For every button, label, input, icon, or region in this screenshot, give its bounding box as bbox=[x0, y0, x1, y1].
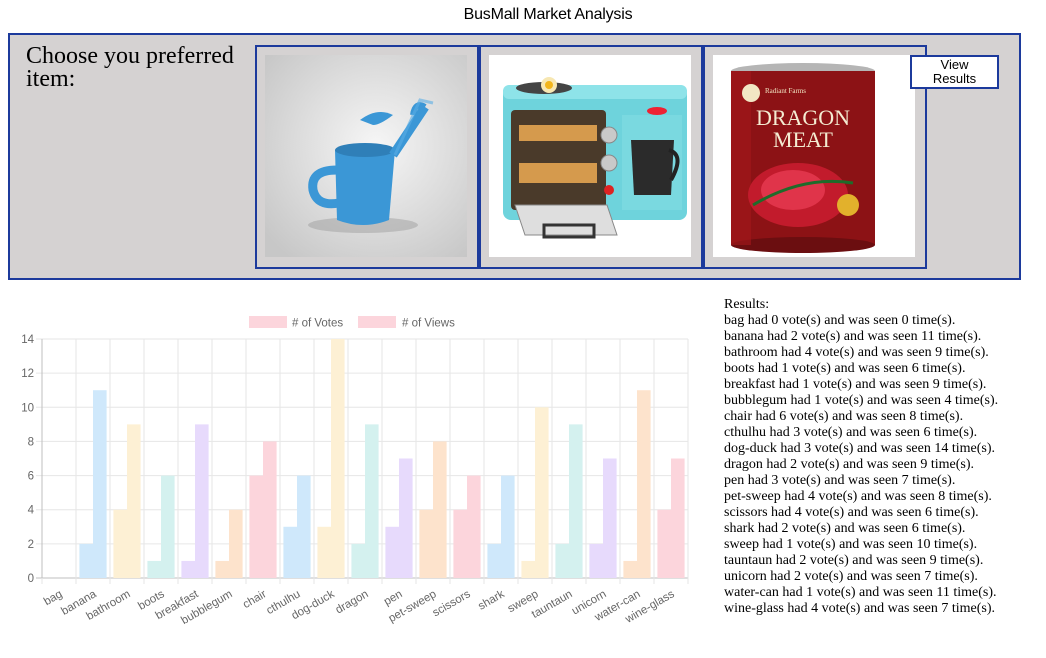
bar-views bbox=[671, 458, 685, 578]
choose-prompt: Choose you preferred item: bbox=[26, 43, 234, 92]
result-line: dragon had 2 vote(s) and was seen 9 time… bbox=[724, 457, 974, 472]
bar-views bbox=[365, 424, 379, 578]
can-title-line2: MEAT bbox=[773, 127, 833, 152]
bar-votes bbox=[555, 543, 569, 578]
result-line: scissors had 4 vote(s) and was seen 6 ti… bbox=[724, 505, 979, 520]
bar-views bbox=[93, 390, 107, 578]
watering-can-mug-image bbox=[265, 55, 467, 257]
y-tick-label: 4 bbox=[28, 505, 35, 517]
bar-views bbox=[603, 458, 617, 578]
result-line: unicorn had 2 vote(s) and was seen 7 tim… bbox=[724, 569, 978, 584]
bar-votes bbox=[487, 543, 501, 578]
x-tick-label: scissors bbox=[431, 588, 473, 619]
result-line: shark had 2 vote(s) and was seen 6 time(… bbox=[724, 521, 966, 536]
bar-views bbox=[263, 441, 277, 578]
results-panel: Results: bag had 0 vote(s) and was seen … bbox=[724, 297, 1044, 617]
bar-views bbox=[297, 475, 311, 578]
bar-votes bbox=[113, 509, 127, 578]
bar-views bbox=[195, 424, 209, 578]
result-line: sweep had 1 vote(s) and was seen 10 time… bbox=[724, 537, 978, 552]
results-list: bag had 0 vote(s) and was seen 0 time(s)… bbox=[724, 313, 1044, 617]
x-tick-label: dragon bbox=[334, 588, 371, 616]
bar-views bbox=[637, 390, 651, 578]
x-tick-label: shark bbox=[476, 588, 507, 613]
result-line: tauntaun had 2 vote(s) and was seen 9 ti… bbox=[724, 553, 984, 568]
bar-views bbox=[501, 475, 515, 578]
bar-votes bbox=[317, 526, 331, 578]
y-tick-label: 0 bbox=[28, 573, 34, 585]
bar-votes bbox=[521, 560, 535, 578]
legend-swatch bbox=[249, 316, 287, 328]
bar-votes bbox=[589, 543, 603, 578]
legend-swatch bbox=[358, 316, 396, 328]
y-tick-label: 6 bbox=[28, 471, 34, 483]
can-brand-text: Radiant Farms bbox=[765, 87, 806, 95]
dragon-meat-can-image: Radiant Farms DRAGON MEAT bbox=[713, 55, 915, 257]
y-tick-label: 2 bbox=[28, 539, 34, 551]
result-line: pet-sweep had 4 vote(s) and was seen 8 t… bbox=[724, 489, 992, 504]
result-line: breakfast had 1 vote(s) and was seen 9 t… bbox=[724, 377, 987, 392]
y-tick-label: 10 bbox=[21, 402, 34, 414]
bar-votes bbox=[419, 509, 433, 578]
legend-label: # of Votes bbox=[292, 318, 343, 330]
view-results-button[interactable]: View Results bbox=[910, 55, 999, 89]
bar-views bbox=[399, 458, 413, 578]
results-heading: Results: bbox=[724, 297, 770, 312]
bar-votes bbox=[215, 560, 229, 578]
bar-votes bbox=[147, 560, 161, 578]
bar-views bbox=[433, 441, 447, 578]
bar-votes bbox=[351, 543, 365, 578]
product-choice-left[interactable] bbox=[255, 45, 479, 269]
product-choice-right[interactable]: Radiant Farms DRAGON MEAT bbox=[703, 45, 927, 269]
result-line: pen had 3 vote(s) and was seen 7 time(s)… bbox=[724, 473, 956, 488]
y-tick-label: 14 bbox=[21, 334, 34, 346]
result-line: chair had 6 vote(s) and was seen 8 time(… bbox=[724, 409, 964, 424]
page-title: BusMall Market Analysis bbox=[463, 6, 633, 23]
can-title-line1: DRAGON bbox=[756, 105, 850, 130]
result-line: bubblegum had 1 vote(s) and was seen 4 t… bbox=[724, 393, 999, 408]
bar-views bbox=[331, 339, 345, 578]
y-tick-label: 8 bbox=[28, 436, 34, 448]
bar-votes bbox=[623, 560, 637, 578]
vote-panel: Choose you preferred item: bbox=[8, 33, 1021, 280]
bar-views bbox=[535, 407, 549, 578]
bar-votes bbox=[249, 475, 263, 578]
bar-views bbox=[229, 509, 243, 578]
result-line: wine-glass had 4 vote(s) and was seen 7 … bbox=[724, 601, 995, 616]
result-line: boots had 1 vote(s) and was seen 6 time(… bbox=[724, 361, 966, 376]
bar-views bbox=[569, 424, 583, 578]
result-line: banana had 2 vote(s) and was seen 11 tim… bbox=[724, 329, 982, 344]
bar-votes bbox=[453, 509, 467, 578]
y-tick-label: 12 bbox=[21, 368, 34, 380]
product-choice-center[interactable] bbox=[479, 45, 703, 269]
bar-votes bbox=[657, 509, 671, 578]
bar-views bbox=[467, 475, 481, 578]
result-line: bag had 0 vote(s) and was seen 0 time(s)… bbox=[724, 313, 956, 328]
result-line: bathroom had 4 vote(s) and was seen 9 ti… bbox=[724, 345, 989, 360]
legend-label: # of Views bbox=[402, 318, 455, 330]
bar-votes bbox=[283, 526, 297, 578]
bar-views bbox=[161, 475, 175, 578]
result-line: water-can had 1 vote(s) and was seen 11 … bbox=[724, 585, 997, 600]
bar-views bbox=[127, 424, 141, 578]
bar-votes bbox=[385, 526, 399, 578]
bar-votes bbox=[79, 543, 93, 578]
breakfast-station-image bbox=[489, 55, 691, 257]
bar-votes bbox=[181, 560, 195, 578]
result-line: dog-duck had 3 vote(s) and was seen 14 t… bbox=[724, 441, 995, 456]
result-line: cthulhu had 3 vote(s) and was seen 6 tim… bbox=[724, 425, 978, 440]
